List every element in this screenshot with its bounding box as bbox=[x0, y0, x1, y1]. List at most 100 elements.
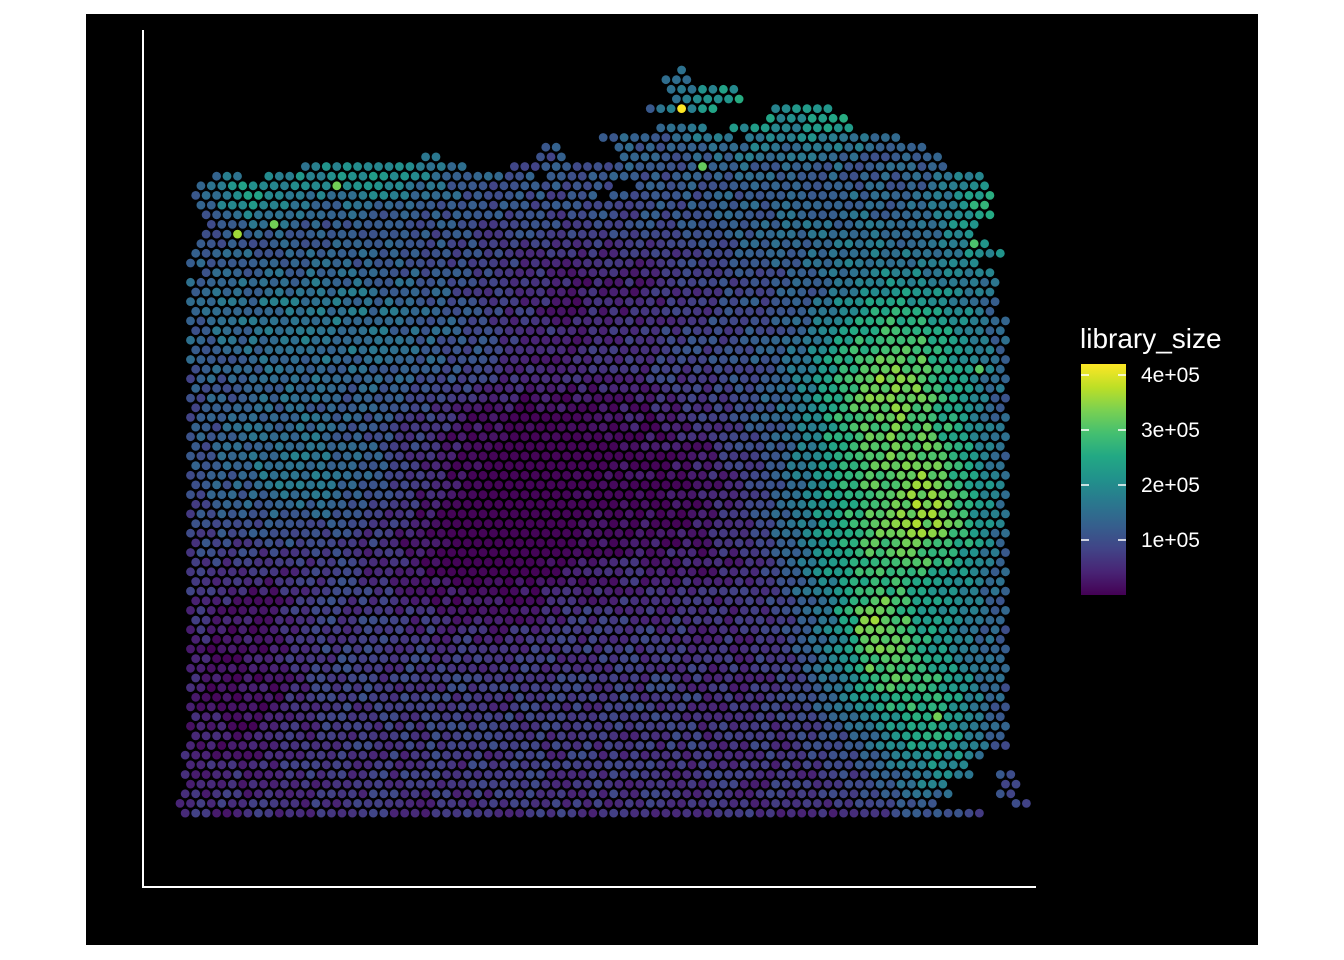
spot-point bbox=[583, 586, 592, 596]
spot-point bbox=[489, 200, 498, 210]
spot-point bbox=[985, 210, 995, 220]
spot-point bbox=[708, 567, 718, 577]
spot-point bbox=[891, 345, 901, 355]
spot-point bbox=[651, 442, 660, 451]
spot-point bbox=[368, 596, 378, 606]
spot-point bbox=[311, 683, 321, 692]
spot-point bbox=[233, 229, 242, 239]
spot-point bbox=[839, 384, 848, 393]
spot-point bbox=[860, 615, 869, 625]
spot-point bbox=[321, 413, 331, 422]
spot-point bbox=[217, 490, 227, 499]
spot-point bbox=[624, 355, 634, 364]
spot-point bbox=[786, 345, 796, 355]
spot-point bbox=[870, 248, 880, 258]
spot-point bbox=[395, 741, 404, 750]
spot-point bbox=[321, 548, 331, 557]
spot-point bbox=[802, 335, 812, 345]
spot-point bbox=[818, 557, 828, 567]
spot-point bbox=[436, 741, 446, 750]
spot-point bbox=[510, 258, 519, 268]
spot-point bbox=[374, 432, 383, 442]
spot-point bbox=[431, 364, 441, 374]
spot-point bbox=[614, 316, 624, 326]
spot-point bbox=[525, 654, 535, 663]
spot-point bbox=[860, 152, 869, 162]
spot-point bbox=[254, 248, 263, 258]
spot-point bbox=[316, 384, 326, 393]
spot-point bbox=[588, 384, 598, 393]
spot-point bbox=[541, 355, 551, 364]
spot-point bbox=[666, 741, 676, 750]
spot-point bbox=[489, 721, 498, 731]
spot-point bbox=[259, 277, 268, 287]
spot-point bbox=[677, 683, 686, 692]
spot-point bbox=[269, 509, 279, 519]
spot-point bbox=[677, 432, 686, 442]
spot-point bbox=[588, 712, 598, 721]
spot-point bbox=[901, 306, 911, 316]
spot-point bbox=[776, 750, 786, 760]
spot-point bbox=[379, 171, 389, 181]
spot-point bbox=[332, 644, 342, 654]
spot-point bbox=[786, 248, 796, 258]
spot-point bbox=[624, 567, 634, 577]
spot-point bbox=[933, 268, 942, 277]
spot-point bbox=[478, 702, 488, 712]
spot-point bbox=[515, 480, 524, 490]
spot-point bbox=[442, 750, 451, 760]
spot-point bbox=[729, 451, 739, 461]
spot-point bbox=[577, 519, 587, 528]
spot-point bbox=[656, 181, 666, 191]
spot-point bbox=[922, 191, 932, 200]
spot-point bbox=[567, 692, 577, 702]
spot-point bbox=[802, 355, 812, 364]
spot-point bbox=[212, 750, 221, 760]
spot-point bbox=[515, 519, 524, 528]
spot-point bbox=[713, 287, 723, 297]
spot-point bbox=[901, 442, 911, 451]
spot-point bbox=[212, 461, 221, 471]
spot-point bbox=[943, 191, 953, 200]
spot-point bbox=[604, 490, 613, 499]
spot-point bbox=[969, 702, 979, 712]
spot-point bbox=[269, 335, 279, 345]
spot-point bbox=[692, 577, 702, 586]
spot-point bbox=[771, 451, 780, 461]
spot-point bbox=[750, 335, 760, 345]
spot-point bbox=[922, 268, 932, 277]
spot-point bbox=[635, 316, 645, 326]
spot-point bbox=[525, 229, 535, 239]
spot-point bbox=[588, 615, 598, 625]
spot-point bbox=[400, 499, 410, 509]
spot-point bbox=[436, 432, 446, 442]
spot-point bbox=[358, 615, 368, 625]
spot-point bbox=[860, 133, 869, 142]
spot-point bbox=[891, 442, 901, 451]
spot-point bbox=[907, 663, 916, 673]
spot-point bbox=[473, 654, 483, 663]
spot-point bbox=[614, 142, 624, 152]
spot-point bbox=[358, 403, 368, 413]
spot-point bbox=[196, 528, 206, 538]
spot-point bbox=[766, 191, 775, 200]
spot-point bbox=[557, 461, 566, 471]
spot-point bbox=[562, 470, 571, 480]
spot-point bbox=[222, 287, 232, 297]
spot-point bbox=[285, 731, 295, 741]
spot-point bbox=[280, 528, 289, 538]
spot-point bbox=[494, 229, 504, 239]
spot-point bbox=[489, 451, 498, 461]
spot-point bbox=[217, 567, 227, 577]
spot-point bbox=[259, 528, 268, 538]
spot-point bbox=[975, 442, 984, 451]
spot-point bbox=[274, 287, 284, 297]
spot-point bbox=[786, 654, 796, 663]
spot-point bbox=[327, 577, 336, 586]
spot-point bbox=[395, 374, 404, 384]
spot-point bbox=[363, 162, 373, 171]
spot-point bbox=[290, 760, 300, 770]
spot-point bbox=[515, 384, 524, 393]
spot-point bbox=[933, 673, 942, 683]
spot-point bbox=[196, 355, 206, 364]
